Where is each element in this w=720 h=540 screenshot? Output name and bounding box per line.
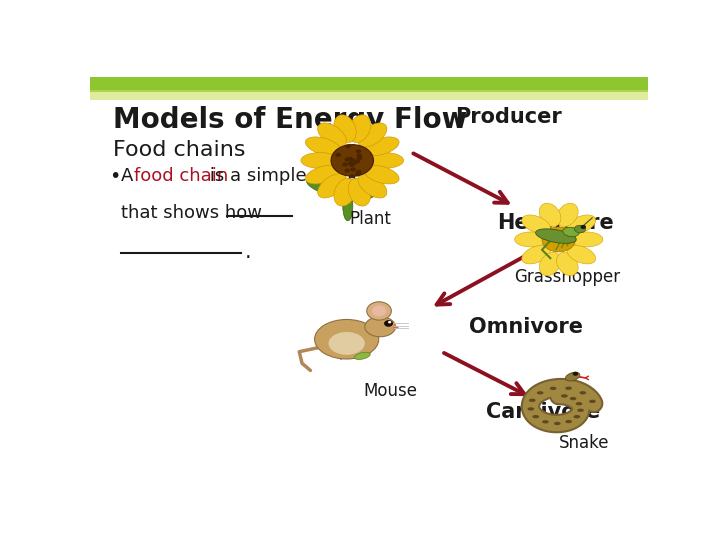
Text: Snake: Snake — [559, 434, 609, 452]
Circle shape — [338, 161, 344, 166]
Circle shape — [572, 372, 578, 376]
Circle shape — [580, 225, 586, 229]
Circle shape — [364, 166, 369, 171]
Circle shape — [344, 163, 350, 167]
Circle shape — [354, 146, 360, 150]
Text: .: . — [245, 241, 252, 261]
Circle shape — [348, 158, 354, 163]
Ellipse shape — [574, 415, 580, 418]
Circle shape — [358, 151, 363, 156]
Ellipse shape — [565, 420, 572, 423]
Ellipse shape — [565, 387, 572, 390]
Text: Omnivore: Omnivore — [469, 317, 583, 337]
Ellipse shape — [536, 229, 576, 244]
Text: is a simple model: is a simple model — [204, 167, 369, 185]
Circle shape — [341, 157, 346, 161]
Ellipse shape — [366, 152, 404, 168]
Ellipse shape — [305, 137, 341, 156]
Circle shape — [366, 302, 392, 320]
Ellipse shape — [343, 192, 353, 221]
Ellipse shape — [358, 174, 387, 198]
Ellipse shape — [528, 407, 534, 410]
Circle shape — [361, 152, 367, 156]
Circle shape — [354, 158, 360, 162]
Ellipse shape — [315, 320, 379, 359]
Ellipse shape — [575, 225, 585, 233]
Ellipse shape — [567, 245, 595, 264]
Text: Herbivore: Herbivore — [498, 213, 614, 233]
Text: Producer: Producer — [456, 107, 562, 127]
Ellipse shape — [550, 387, 557, 390]
Circle shape — [542, 227, 575, 252]
Ellipse shape — [307, 177, 337, 194]
Text: Carnivore: Carnivore — [486, 402, 600, 422]
Ellipse shape — [565, 372, 580, 381]
Ellipse shape — [539, 203, 561, 227]
Circle shape — [348, 158, 354, 162]
Ellipse shape — [365, 317, 395, 337]
Ellipse shape — [570, 232, 603, 247]
Circle shape — [348, 157, 354, 161]
Text: that shows how: that shows how — [121, 204, 267, 222]
Circle shape — [384, 320, 393, 327]
Circle shape — [372, 306, 387, 316]
Ellipse shape — [554, 422, 561, 425]
Ellipse shape — [570, 397, 577, 400]
Ellipse shape — [557, 252, 578, 275]
Ellipse shape — [348, 178, 371, 206]
Ellipse shape — [364, 165, 399, 184]
Circle shape — [350, 154, 356, 158]
Ellipse shape — [561, 394, 568, 397]
Ellipse shape — [301, 152, 339, 168]
Ellipse shape — [563, 227, 579, 237]
Bar — [90, 77, 648, 92]
Ellipse shape — [334, 115, 356, 143]
Ellipse shape — [522, 245, 551, 264]
Text: food chain: food chain — [134, 167, 228, 185]
Ellipse shape — [522, 215, 551, 234]
Ellipse shape — [348, 115, 371, 143]
Circle shape — [348, 154, 354, 159]
Ellipse shape — [328, 332, 365, 355]
Ellipse shape — [557, 203, 578, 227]
Ellipse shape — [567, 215, 595, 234]
Ellipse shape — [542, 420, 549, 423]
Ellipse shape — [334, 178, 356, 206]
Ellipse shape — [532, 415, 539, 419]
Circle shape — [355, 161, 361, 165]
Ellipse shape — [576, 402, 582, 406]
Text: A: A — [121, 167, 139, 185]
Ellipse shape — [358, 123, 387, 147]
Ellipse shape — [364, 137, 399, 156]
Bar — [90, 91, 648, 100]
Text: Models of Energy Flow: Models of Energy Flow — [114, 106, 468, 134]
Ellipse shape — [515, 232, 547, 247]
Text: •: • — [109, 167, 121, 186]
Ellipse shape — [537, 391, 544, 395]
Circle shape — [356, 146, 362, 150]
Ellipse shape — [393, 326, 399, 329]
Ellipse shape — [354, 352, 370, 360]
Ellipse shape — [353, 188, 379, 200]
Text: Plant: Plant — [349, 210, 392, 228]
Ellipse shape — [318, 123, 346, 147]
Ellipse shape — [580, 391, 586, 394]
Ellipse shape — [589, 400, 595, 403]
Circle shape — [354, 165, 360, 170]
Text: Mouse: Mouse — [364, 382, 418, 400]
Circle shape — [331, 145, 374, 176]
Circle shape — [388, 321, 392, 323]
Text: Food chains: Food chains — [114, 140, 246, 160]
Circle shape — [349, 146, 354, 150]
Ellipse shape — [529, 399, 536, 402]
Ellipse shape — [539, 252, 561, 275]
Circle shape — [352, 167, 357, 171]
Ellipse shape — [305, 165, 341, 184]
Text: Grasshopper: Grasshopper — [514, 268, 620, 286]
Ellipse shape — [318, 174, 346, 198]
Ellipse shape — [577, 409, 584, 412]
